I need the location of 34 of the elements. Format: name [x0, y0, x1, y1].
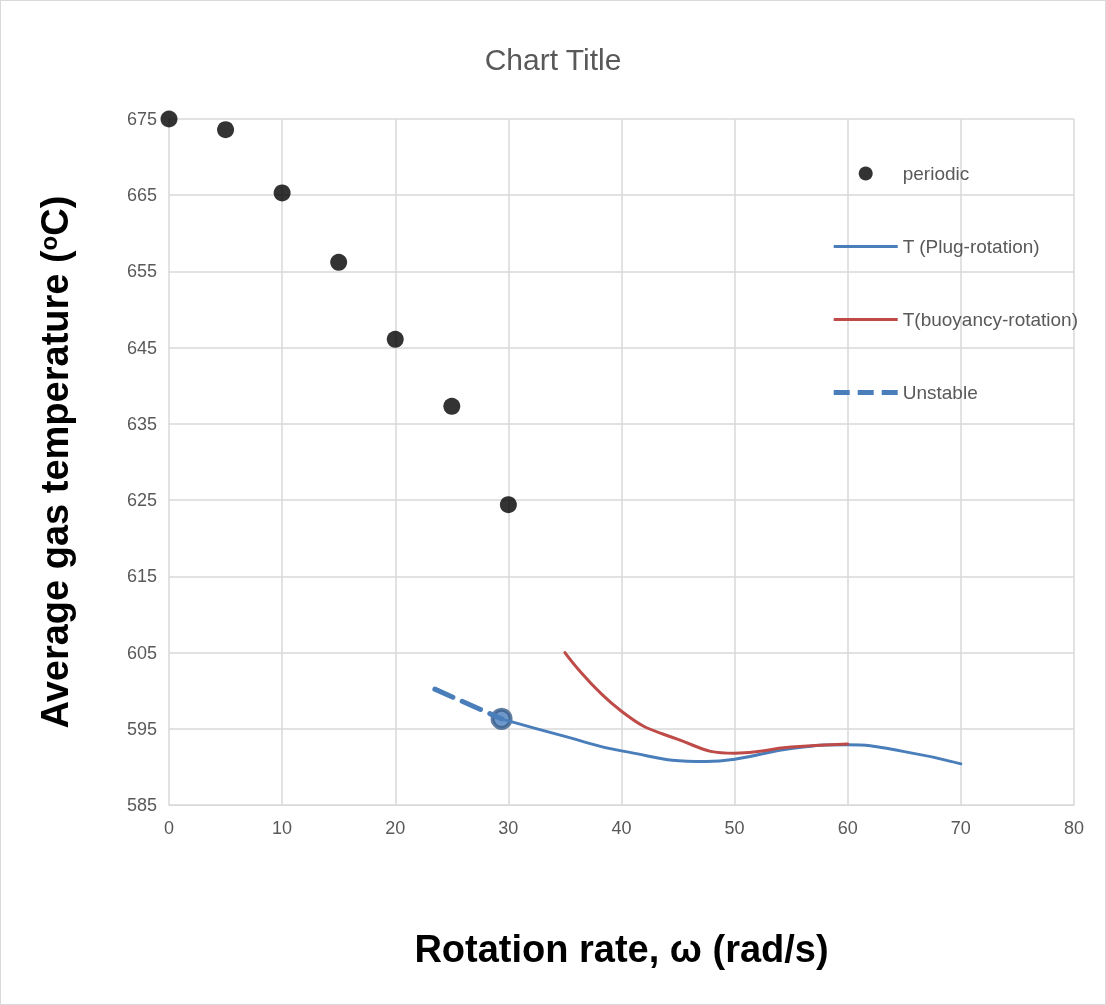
point: [443, 397, 461, 415]
y-tick-label: 645: [126, 337, 157, 358]
x-tick-label: 30: [498, 818, 519, 838]
y-tick-label: 655: [126, 261, 157, 282]
y-tick-label: 675: [126, 109, 157, 129]
point: [160, 110, 178, 128]
x-tick-label: 0: [163, 818, 175, 838]
y-tick-label: 665: [126, 185, 157, 206]
y-tick-label: 585: [126, 795, 157, 815]
x-tick-label: 80: [1063, 818, 1085, 838]
y-tick-label: 595: [126, 718, 157, 739]
point: [273, 184, 291, 202]
legend-label: periodic: [902, 163, 970, 184]
x-tick-label: 20: [385, 818, 406, 838]
point: [217, 121, 235, 139]
point: [330, 253, 348, 271]
x-tick-label: 60: [837, 818, 858, 838]
legend-label: T(buoyancy-rotation): [902, 309, 1078, 330]
y-tick-label: 625: [126, 490, 157, 511]
y-tick-label: 635: [126, 413, 157, 434]
y-axis-title: Average gas temperature (oC): [34, 195, 76, 729]
x-axis-title: Rotation rate, ω (rad/s): [414, 928, 829, 970]
legend-label: Unstable: [902, 382, 978, 403]
point: [386, 330, 404, 348]
point: [499, 496, 517, 514]
x-tick-label: 40: [611, 818, 632, 838]
x-tick-label: 70: [950, 818, 971, 838]
x-tick-label: 50: [724, 818, 745, 838]
legend-label: T (Plug-rotation): [902, 236, 1040, 257]
line-series: [563, 651, 850, 755]
x-tick-label: 10: [272, 818, 293, 838]
y-tick-label: 605: [126, 642, 157, 663]
chart-title: Chart Title: [484, 42, 622, 76]
y-tick-label: 615: [126, 566, 157, 587]
